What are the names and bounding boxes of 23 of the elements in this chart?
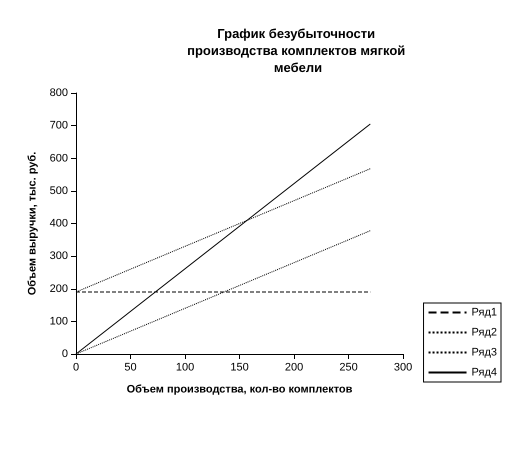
y-tick-label: 600 <box>50 152 68 164</box>
x-axis-title: Объем производства, кол-во комплектов <box>126 384 353 396</box>
legend-label: Ряд2 <box>472 326 498 338</box>
y-tick-label: 100 <box>50 315 68 328</box>
legend-label: Ряд4 <box>472 366 498 378</box>
y-tick-label: 0 <box>62 348 68 360</box>
y-tick-label: 800 <box>50 87 68 99</box>
x-tick-label: 150 <box>230 362 249 374</box>
y-tick-label: 300 <box>50 250 68 262</box>
chart-title: График безубыточности производства комплектов мягкой мебели <box>187 26 409 75</box>
legend-label: Ряд1 <box>472 306 498 318</box>
y-tick-label: 500 <box>50 184 68 197</box>
y-tick-label: 400 <box>50 218 68 230</box>
x-tick-label: 0 <box>72 362 80 374</box>
y-tick-label: 200 <box>50 282 68 295</box>
y-axis-title: Объем выручки, тыс. руб. <box>26 152 38 296</box>
y-tick-label: 700 <box>50 120 68 132</box>
x-tick-label: 50 <box>124 362 137 374</box>
x-tick-label: 250 <box>339 362 358 374</box>
legend-label: Ряд3 <box>472 346 498 358</box>
x-tick-label: 300 <box>394 362 412 374</box>
x-tick-label: 200 <box>284 362 304 374</box>
x-tick-label: 100 <box>176 362 194 374</box>
